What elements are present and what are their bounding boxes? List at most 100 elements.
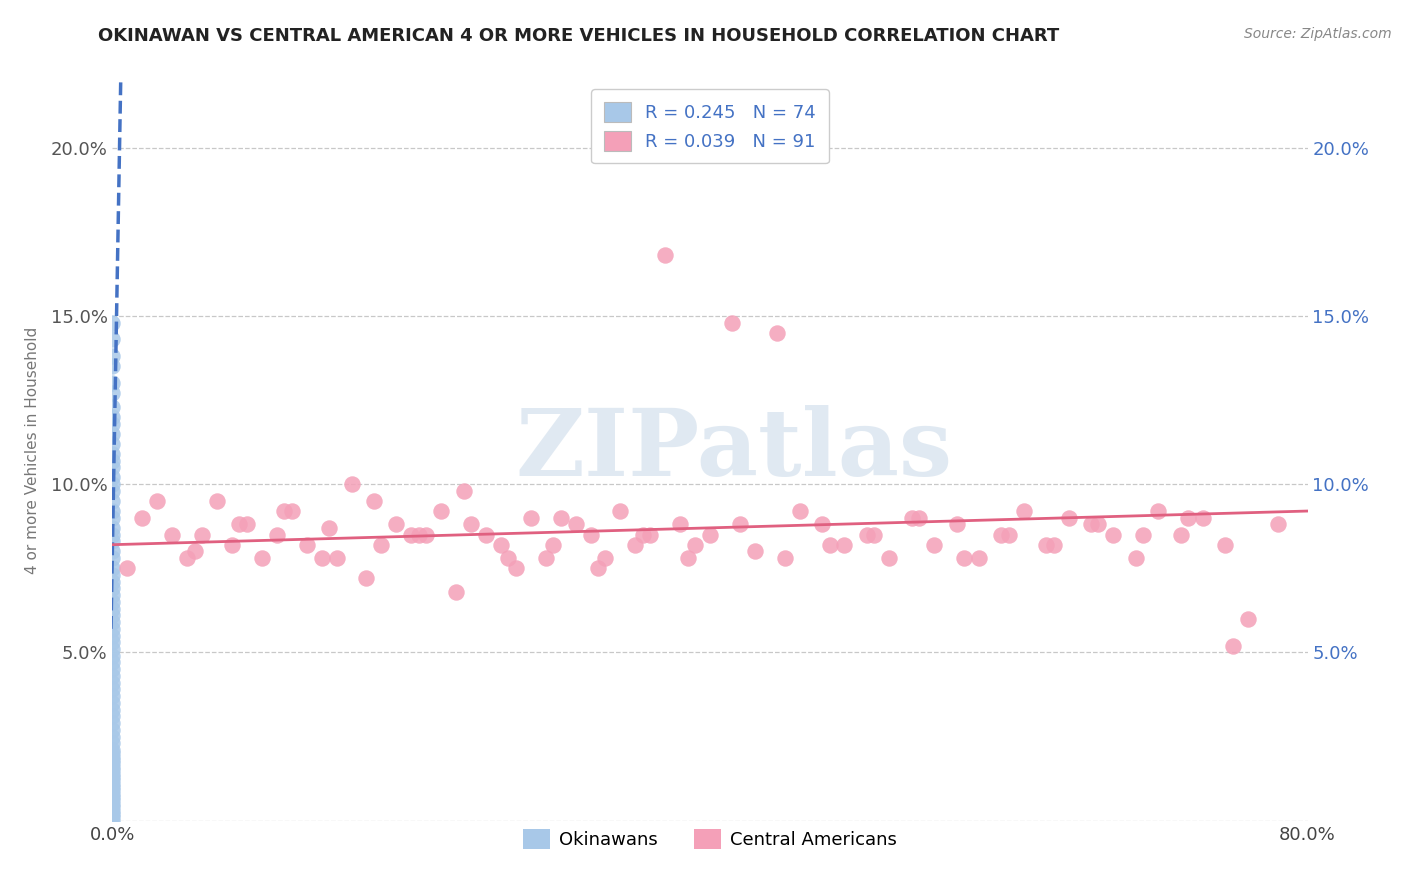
Point	[1012, 504, 1035, 518]
Point	[744, 544, 766, 558]
Point	[356, 571, 378, 585]
Point	[967, 551, 990, 566]
Point	[101, 504, 124, 518]
Point	[579, 527, 602, 541]
Point	[266, 527, 288, 541]
Point	[101, 656, 124, 670]
Point	[879, 551, 901, 566]
Point	[101, 477, 124, 491]
Point	[101, 601, 124, 615]
Point	[453, 483, 475, 498]
Point	[101, 460, 124, 475]
Text: ZIPatlas: ZIPatlas	[516, 406, 952, 495]
Point	[101, 810, 124, 824]
Point	[146, 494, 169, 508]
Point	[101, 780, 124, 794]
Point	[1125, 551, 1147, 566]
Point	[370, 538, 392, 552]
Point	[1267, 517, 1289, 532]
Point	[1237, 612, 1260, 626]
Point	[1102, 527, 1125, 541]
Point	[101, 595, 124, 609]
Point	[683, 538, 706, 552]
Point	[101, 628, 124, 642]
Point	[101, 662, 124, 676]
Point	[101, 776, 124, 791]
Point	[520, 510, 543, 524]
Point	[101, 527, 124, 541]
Point	[101, 359, 124, 374]
Point	[101, 544, 124, 558]
Point	[541, 538, 564, 552]
Point	[101, 756, 124, 771]
Point	[311, 551, 333, 566]
Point	[475, 527, 498, 541]
Point	[101, 682, 124, 697]
Point	[1132, 527, 1154, 541]
Point	[101, 409, 124, 424]
Point	[101, 316, 124, 330]
Point	[699, 527, 721, 541]
Point	[236, 517, 259, 532]
Point	[101, 703, 124, 717]
Point	[101, 426, 124, 441]
Point	[101, 763, 124, 777]
Point	[101, 804, 124, 818]
Point	[101, 783, 124, 797]
Point	[101, 696, 124, 710]
Point	[489, 538, 512, 552]
Point	[586, 561, 609, 575]
Point	[101, 494, 124, 508]
Point	[430, 504, 453, 518]
Point	[221, 538, 243, 552]
Point	[1057, 510, 1080, 524]
Point	[228, 517, 250, 532]
Point	[624, 538, 647, 552]
Point	[101, 675, 124, 690]
Point	[131, 510, 153, 524]
Point	[101, 615, 124, 629]
Point	[117, 561, 139, 575]
Point	[183, 544, 205, 558]
Point	[273, 504, 295, 518]
Point	[101, 773, 124, 788]
Point	[101, 582, 124, 596]
Point	[1080, 517, 1102, 532]
Point	[922, 538, 945, 552]
Point	[101, 376, 124, 391]
Point	[721, 316, 744, 330]
Point	[101, 723, 124, 737]
Point	[640, 527, 662, 541]
Point	[953, 551, 976, 566]
Point	[101, 561, 124, 575]
Point	[101, 753, 124, 767]
Point	[101, 551, 124, 566]
Point	[101, 400, 124, 414]
Point	[101, 747, 124, 761]
Point	[101, 333, 124, 347]
Point	[191, 527, 214, 541]
Point	[408, 527, 430, 541]
Point	[676, 551, 699, 566]
Point	[631, 527, 654, 541]
Point	[863, 527, 886, 541]
Point	[101, 793, 124, 807]
Point	[595, 551, 617, 566]
Point	[101, 622, 124, 636]
Point	[1170, 527, 1192, 541]
Point	[101, 642, 124, 657]
Point	[534, 551, 557, 566]
Point	[609, 504, 631, 518]
Point	[101, 806, 124, 821]
Text: OKINAWAN VS CENTRAL AMERICAN 4 OR MORE VEHICLES IN HOUSEHOLD CORRELATION CHART: OKINAWAN VS CENTRAL AMERICAN 4 OR MORE V…	[98, 27, 1060, 45]
Point	[101, 743, 124, 757]
Point	[101, 814, 124, 828]
Point	[101, 608, 124, 623]
Point	[101, 417, 124, 431]
Point	[250, 551, 273, 566]
Point	[101, 447, 124, 461]
Point	[101, 534, 124, 549]
Point	[101, 716, 124, 731]
Point	[1222, 639, 1244, 653]
Point	[340, 477, 363, 491]
